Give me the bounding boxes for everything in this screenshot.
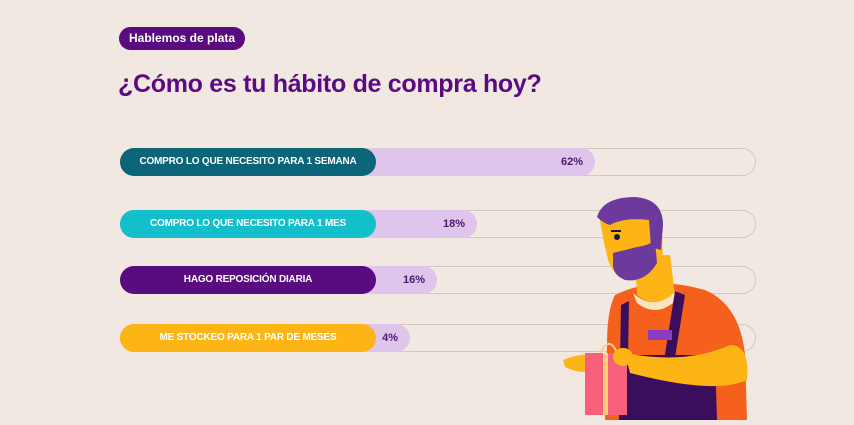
man-with-shopping-bag-illustration-icon — [555, 195, 770, 420]
bar-row: 62% COMPRO LO QUE NECESITO PARA 1 SEMANA — [120, 148, 756, 176]
bar-percent: 62% — [560, 156, 583, 168]
bar-percent: 16% — [402, 274, 425, 286]
bar-percent: 18% — [442, 218, 465, 230]
bar-label: HAGO REPOSICIÓN DIARIA — [120, 266, 376, 294]
bar-percent: 4% — [382, 332, 398, 344]
page-title: ¿Cómo es tu hábito de compra hoy? — [118, 70, 542, 98]
bar-label: COMPRO LO QUE NECESITO PARA 1 SEMANA — [120, 148, 376, 176]
bar-label: COMPRO LO QUE NECESITO PARA 1 MES — [120, 210, 376, 238]
section-tag: Hablemos de plata — [119, 27, 246, 50]
bar-label: ME STOCKEO PARA 1 PAR DE MESES — [120, 324, 376, 352]
